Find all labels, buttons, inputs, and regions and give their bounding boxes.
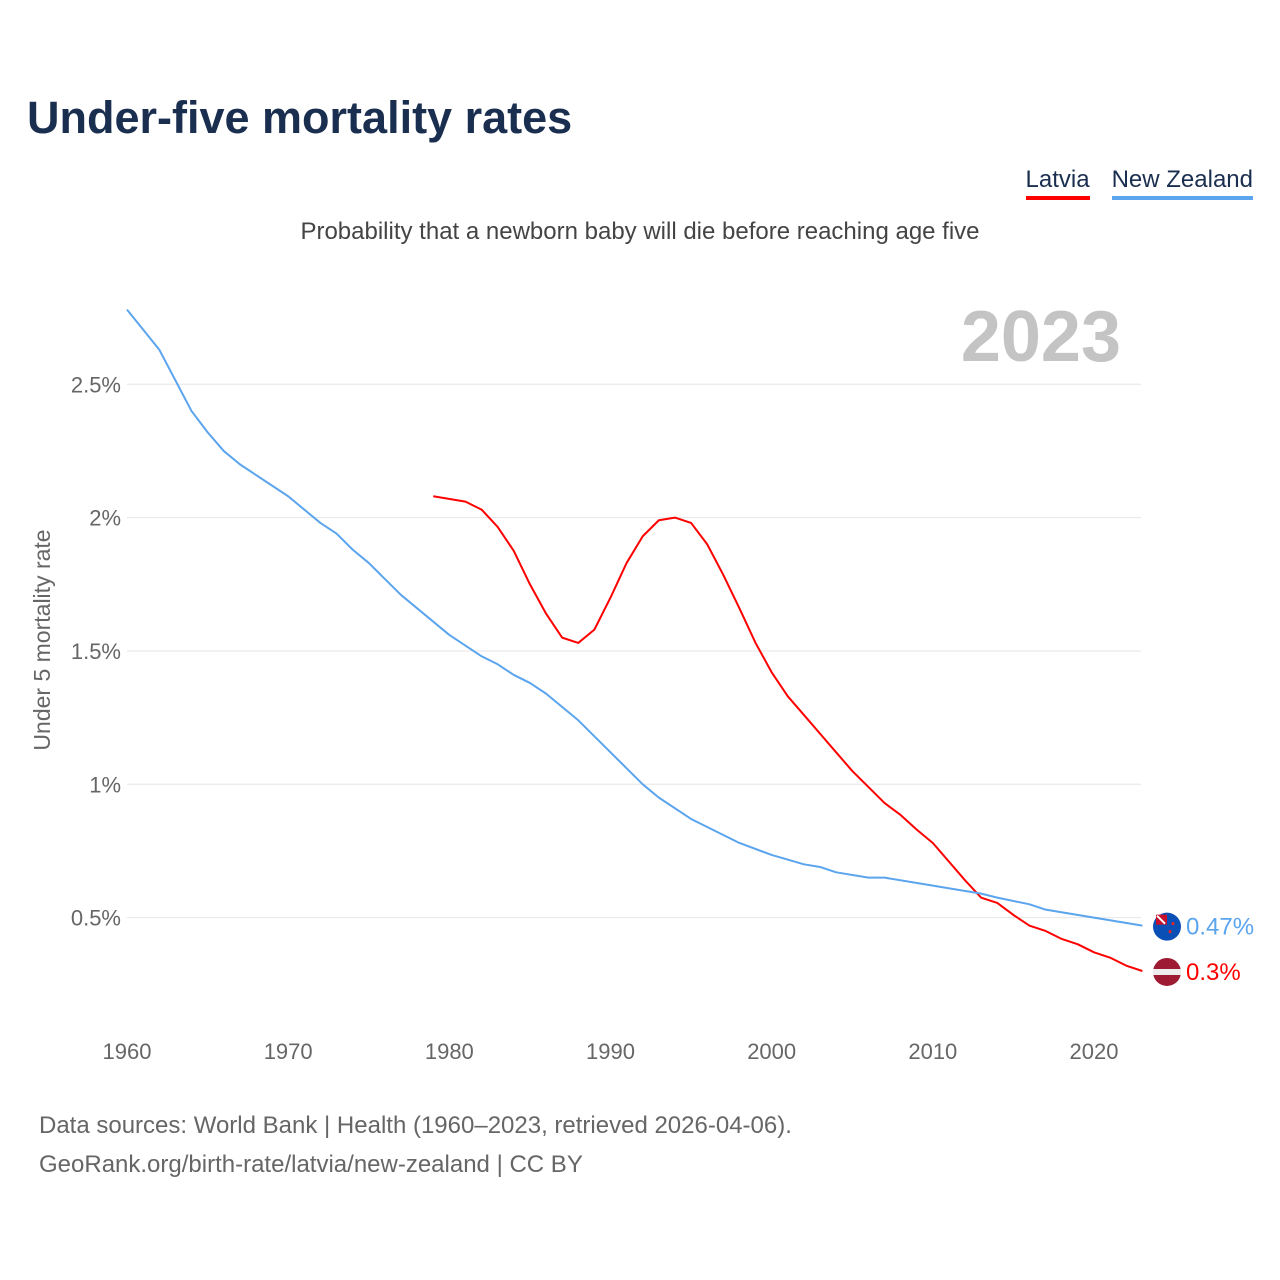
y-tick-label: 0.5% — [71, 906, 121, 931]
y-tick-label: 1.5% — [71, 639, 121, 664]
new-zealand-flag-icon — [1153, 912, 1181, 941]
source-line-1: Data sources: World Bank | Health (1960–… — [39, 1112, 792, 1139]
y-axis-label: Under 5 mortality rate — [29, 529, 55, 750]
legend: Latvia New Zealand — [1025, 166, 1253, 200]
x-tick-label: 1980 — [425, 1039, 474, 1064]
x-tick-label: 1990 — [586, 1039, 635, 1064]
source-note: Data sources: World Bank | Health (1960–… — [39, 1106, 792, 1184]
legend-item-new-zealand[interactable]: New Zealand — [1111, 166, 1253, 200]
series-line-latvia — [433, 495, 1143, 972]
source-line-2[interactable]: GeoRank.org/birth-rate/latvia/new-zealan… — [39, 1151, 583, 1178]
y-tick-label: 1% — [89, 772, 121, 797]
latvia-flag-icon — [1153, 957, 1181, 986]
x-tick-label: 2020 — [1070, 1039, 1119, 1064]
chart-subtitle: Probability that a newborn baby will die… — [300, 218, 980, 245]
y-tick-label: 2.5% — [71, 372, 121, 397]
end-value-label: 0.3% — [1186, 959, 1241, 986]
x-tick-label: 2000 — [747, 1039, 796, 1064]
end-value-label: 0.47% — [1186, 914, 1254, 941]
x-tick-label: 2010 — [908, 1039, 957, 1064]
chart-title: Under-five mortality rates — [27, 92, 573, 143]
y-tick-label: 2% — [89, 506, 121, 531]
year-label: 2023 — [961, 297, 1121, 377]
x-tick-label: 1970 — [264, 1039, 313, 1064]
x-tick-label: 1960 — [103, 1039, 152, 1064]
legend-item-latvia[interactable]: Latvia — [1025, 166, 1090, 200]
series-line-new-zealand — [126, 308, 1143, 927]
